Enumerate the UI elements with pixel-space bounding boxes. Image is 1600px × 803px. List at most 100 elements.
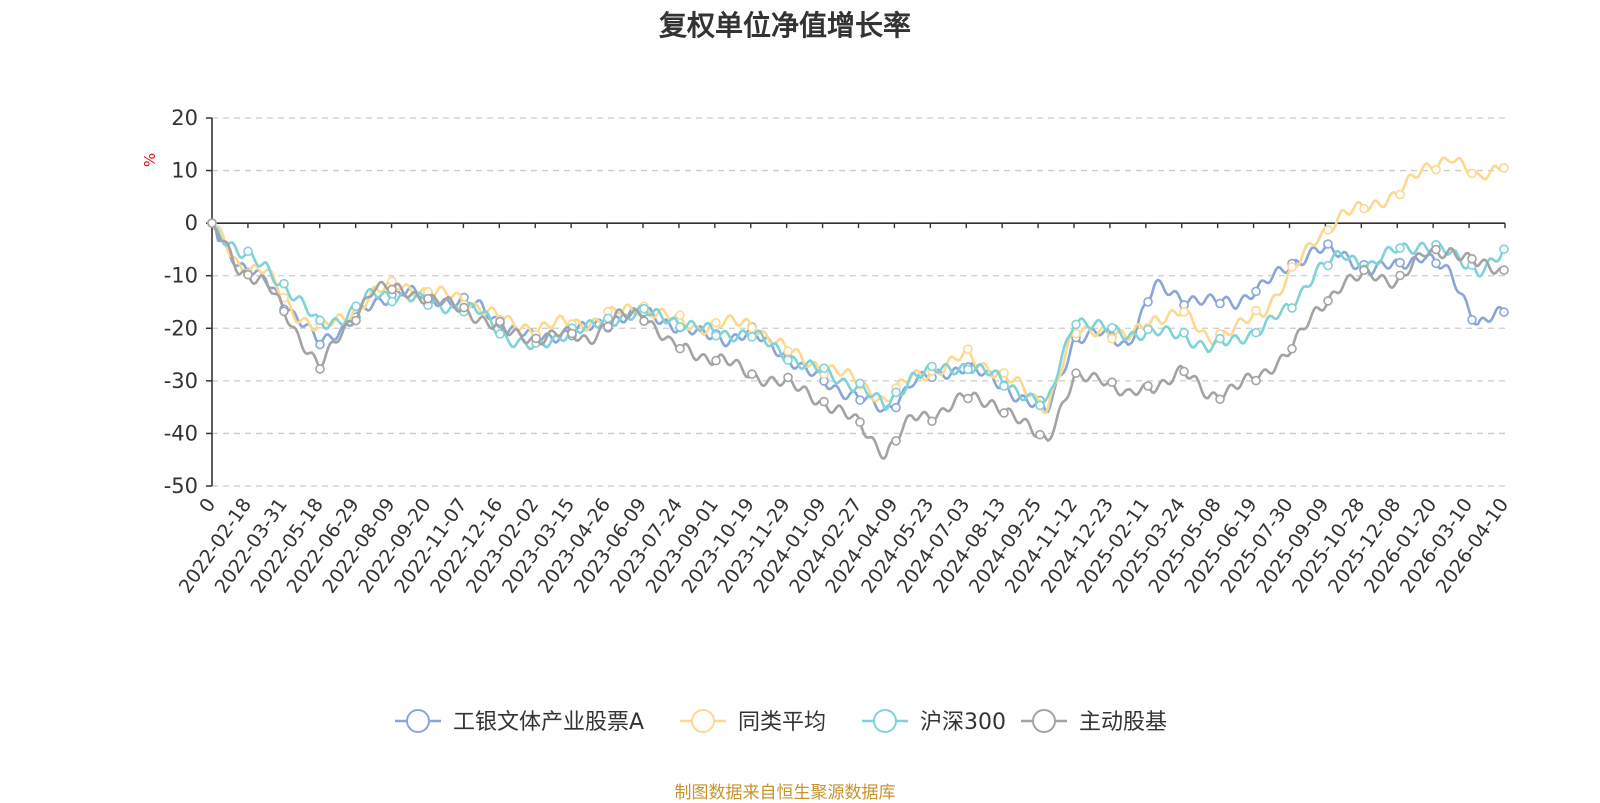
series-marker <box>1143 297 1153 307</box>
series-marker <box>1359 265 1369 276</box>
series-marker <box>315 315 325 326</box>
series-marker <box>1323 260 1333 271</box>
series-marker <box>819 396 829 407</box>
series-marker <box>1107 377 1117 388</box>
series-marker <box>1215 333 1225 344</box>
series-marker <box>891 436 901 446</box>
legend-item-0[interactable]: 工银文体产业股票A <box>395 709 644 735</box>
series-marker <box>963 344 973 354</box>
series-marker <box>1251 286 1261 297</box>
series-marker <box>747 332 757 342</box>
series-marker <box>1323 225 1333 235</box>
x-tick-labels: 02022-02-182022-03-312022-05-182022-06-2… <box>175 494 1513 597</box>
series-marker <box>1287 262 1297 272</box>
grid-layer <box>212 117 1505 487</box>
series-marker <box>1431 244 1441 255</box>
series-layer <box>207 156 1509 460</box>
series-marker <box>603 313 613 324</box>
legend-label: 工银文体产业股票A <box>453 710 644 735</box>
series-marker <box>927 361 937 372</box>
series-marker <box>1251 375 1261 386</box>
y-unit-label: % <box>141 153 159 167</box>
series-marker <box>1179 307 1189 317</box>
legend-item-3[interactable]: 主动股基 <box>1021 709 1167 735</box>
series-marker <box>1251 327 1261 338</box>
series-marker <box>1431 164 1441 175</box>
series-marker <box>999 408 1009 418</box>
y-tick-label: -30 <box>164 369 198 393</box>
x-tick-label: 0 <box>195 494 220 517</box>
legend-item-1[interactable]: 同类平均 <box>680 709 826 735</box>
series-marker <box>747 323 757 333</box>
series-marker <box>243 246 253 257</box>
series-marker <box>1107 322 1117 333</box>
series-marker <box>747 369 757 379</box>
series-marker <box>1499 307 1509 317</box>
series-marker <box>1071 319 1081 330</box>
y-tick-label: -10 <box>164 264 198 288</box>
series-marker <box>495 329 505 339</box>
series-marker <box>1035 400 1045 411</box>
y-tick-label: 10 <box>171 159 198 183</box>
series-marker <box>891 387 901 398</box>
legend[interactable]: 工银文体产业股票A 同类平均 沪深300 主动股基 <box>395 709 1167 735</box>
series-marker <box>387 296 397 307</box>
series-marker <box>567 328 577 339</box>
series-marker <box>711 317 721 328</box>
series-marker <box>783 346 793 356</box>
series-marker <box>1143 381 1153 391</box>
series-marker <box>1395 257 1405 268</box>
legend-label: 沪深300 <box>920 710 1006 735</box>
y-tick-label: 20 <box>171 106 198 130</box>
series-marker <box>1323 296 1333 306</box>
series-marker <box>963 393 973 404</box>
y-tick-label: -40 <box>164 421 198 445</box>
legend-marker <box>1032 709 1056 733</box>
y-tick-label: 0 <box>185 211 198 235</box>
series-marker <box>1323 239 1333 249</box>
series-marker <box>675 310 685 320</box>
series-marker <box>675 322 685 332</box>
series-marker <box>1215 394 1225 405</box>
series-marker <box>1395 270 1405 281</box>
legend-label: 同类平均 <box>738 710 826 735</box>
series-marker <box>1359 203 1369 214</box>
y-tick-label: -20 <box>164 316 198 340</box>
series-marker <box>963 364 973 375</box>
series-marker <box>1287 303 1297 313</box>
series-marker <box>1107 333 1117 344</box>
legend-marker <box>691 709 715 733</box>
series-marker <box>783 372 793 383</box>
series-marker <box>1467 254 1477 264</box>
series-marker <box>1215 298 1225 309</box>
legend-marker <box>406 709 430 733</box>
series-marker <box>1287 343 1297 354</box>
series-marker <box>1467 168 1477 179</box>
series-marker <box>1431 258 1441 269</box>
legend-item-2[interactable]: 沪深300 <box>862 709 1006 735</box>
series-marker <box>1179 327 1189 338</box>
series-marker <box>1395 243 1405 253</box>
legend-marker <box>873 709 897 733</box>
source-note: 制图数据来自恒生聚源数据库 <box>674 783 896 803</box>
series-marker <box>351 315 361 326</box>
series-marker <box>423 293 433 304</box>
series-marker <box>999 381 1009 391</box>
series-marker <box>387 284 397 295</box>
series-marker <box>819 363 829 374</box>
series-marker <box>243 269 253 280</box>
series-marker <box>711 355 721 366</box>
series-marker <box>315 364 325 374</box>
series-marker <box>1467 315 1477 325</box>
series-marker <box>1071 368 1081 378</box>
series-marker <box>855 378 865 389</box>
series-marker <box>927 416 937 427</box>
series-marker <box>603 321 613 332</box>
series-marker <box>531 333 541 344</box>
series-marker <box>711 330 721 341</box>
series-marker <box>639 316 649 326</box>
series-marker <box>1499 244 1509 254</box>
series-marker <box>855 395 865 405</box>
series-marker <box>1499 265 1509 275</box>
